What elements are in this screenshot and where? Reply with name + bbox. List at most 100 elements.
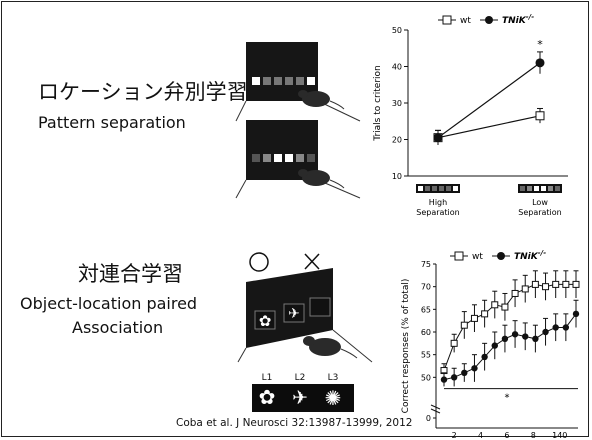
- data-point-tnik: [542, 328, 549, 336]
- x-tick-label: 2: [452, 431, 457, 440]
- y-tick-label: 75: [421, 260, 431, 269]
- pattern-square: [439, 186, 444, 191]
- data-point-tnik: [511, 331, 519, 338]
- data-point-wt: [460, 321, 468, 329]
- section1-jp-title: ロケーション弁別学習: [38, 80, 248, 104]
- data-point-tnik: [562, 324, 570, 331]
- pattern-square: [418, 186, 423, 191]
- location-label-l2: L2: [295, 373, 306, 383]
- location-label-l1: L1: [262, 373, 273, 383]
- pattern-square: [432, 186, 437, 191]
- y-tick-label: 0: [426, 414, 431, 423]
- legend-square-marker: [454, 251, 464, 261]
- data-point-wt: [521, 285, 529, 293]
- y-tick-label: 10: [392, 172, 402, 181]
- data-point-tnik: [440, 376, 448, 383]
- significance-star: *: [537, 38, 543, 51]
- correct-responses-chart: wt TNiK-/- 0 50 55 60 65 70 75 Correct responses …: [401, 249, 580, 440]
- category-label: Separation: [518, 208, 562, 217]
- y-tick-label: 50: [392, 26, 402, 35]
- data-point-wt: [450, 339, 458, 347]
- y-tick-label: 70: [421, 283, 431, 292]
- y-tick-label: 20: [392, 136, 402, 145]
- category-pattern-icon: [518, 184, 562, 193]
- touchscreen-high-separation: [235, 42, 361, 122]
- data-point-wt: [511, 289, 519, 297]
- data-point-tnik: [450, 374, 458, 381]
- data-point-tnik: [532, 335, 539, 342]
- data-point-wt: [572, 280, 580, 288]
- category-label: High: [429, 198, 447, 207]
- section2-en-title-line1: Object-location paired: [20, 294, 198, 313]
- legend-label-wt: wt: [460, 16, 471, 26]
- pattern-square: [541, 186, 546, 191]
- data-point-wt: [535, 111, 545, 121]
- data-point-tnik: [461, 369, 468, 376]
- axis-break: [430, 408, 441, 414]
- series-line-0: [437, 115, 541, 139]
- data-point-tnik: [501, 335, 509, 342]
- y-axis-label: Trials to criterion: [373, 65, 383, 141]
- legend-superscript: -/-: [538, 249, 546, 257]
- data-point-tnik: [535, 58, 545, 68]
- touchscreen-paired-association: ✿ ✈: [237, 268, 373, 363]
- data-point-tnik: [433, 133, 443, 143]
- data-point-wt: [562, 280, 570, 288]
- section2-jp-title: 対連合学習: [78, 262, 183, 286]
- data-point-wt: [501, 303, 509, 311]
- significance-star: *: [505, 393, 510, 404]
- legend-circle-marker: [485, 16, 493, 24]
- data-point-wt: [542, 283, 550, 291]
- category-label: Separation: [416, 208, 460, 217]
- data-point-tnik: [572, 310, 580, 318]
- svg-text:✿: ✿: [259, 312, 272, 330]
- x-tick-label: 6: [504, 431, 509, 440]
- svg-text:✈: ✈: [288, 306, 300, 322]
- circle-mark: [249, 252, 269, 272]
- y-tick-label: 30: [392, 99, 402, 108]
- y-tick-label: 55: [421, 351, 431, 360]
- pattern-square: [446, 186, 451, 191]
- trials-to-criterion-chart: wt TNiK-/- 10 20 30 40 50 Trials to criterion * H…: [373, 13, 568, 217]
- x-tick-label: 8: [531, 431, 536, 440]
- cross-mark: [304, 253, 320, 270]
- section2-en-title-line2: Association: [72, 318, 164, 337]
- data-point-tnik: [522, 333, 529, 340]
- location-label-l3: L3: [328, 373, 339, 383]
- spider-icon: ✺: [325, 386, 342, 410]
- mouse-icon: [298, 90, 345, 110]
- pattern-square: [520, 186, 525, 191]
- flower-icon: ✿: [259, 385, 276, 409]
- data-point-tnik: [481, 353, 488, 361]
- legend-square-marker: [442, 15, 452, 25]
- mouse-icon: [303, 336, 358, 359]
- x-tick-label: 140: [552, 431, 567, 440]
- mouse-icon: [298, 169, 345, 189]
- pattern-square: [534, 186, 539, 191]
- data-point-tnik: [471, 365, 478, 372]
- pattern-square: [555, 186, 560, 191]
- citation: Coba et al. J Neurosci 32:13987-13999, 2…: [176, 417, 413, 429]
- pattern-square: [453, 186, 458, 191]
- data-point-wt: [531, 280, 539, 288]
- legend-superscript: -/-: [526, 13, 534, 21]
- y-tick-label: 60: [421, 328, 431, 337]
- legend-label-wt: wt: [472, 252, 483, 262]
- y-tick-label: 40: [392, 63, 402, 72]
- data-point-wt: [470, 314, 478, 322]
- airplane-icon: ✈: [292, 387, 308, 409]
- location-strip: ✿ ✈ ✺: [252, 384, 354, 412]
- data-point-wt: [491, 301, 499, 309]
- category-pattern-icon: [416, 184, 460, 193]
- data-point-wt: [481, 310, 489, 318]
- category-label: Low: [532, 198, 548, 207]
- legend-label-tnik: TNiK-/-: [514, 249, 546, 262]
- section1-en-title: Pattern separation: [38, 113, 186, 132]
- data-point-tnik: [552, 324, 559, 331]
- y-axis-label: Correct responses (% of total): [401, 279, 411, 414]
- axis-break: [430, 404, 441, 410]
- pattern-square: [548, 186, 553, 191]
- data-point-wt: [552, 280, 560, 288]
- y-tick-label: 65: [421, 305, 431, 314]
